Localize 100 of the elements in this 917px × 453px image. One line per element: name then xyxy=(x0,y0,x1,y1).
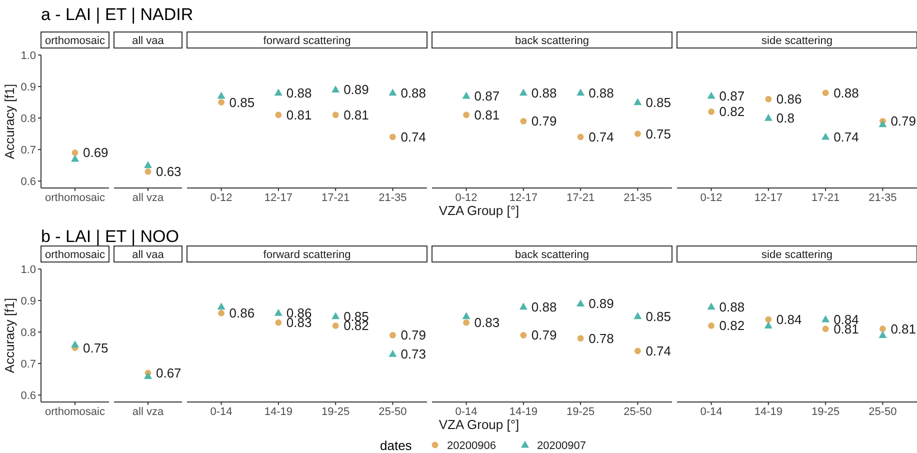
x-tick-label: 19-25 xyxy=(812,406,840,418)
point xyxy=(707,302,716,310)
x-tick-label: 12-17 xyxy=(509,192,538,204)
chart-subtitle: orthomosaic xyxy=(45,35,106,47)
data-label: 0.84 xyxy=(776,312,802,327)
chart-subtitle: back scattering xyxy=(515,249,589,261)
y-tick-label: 0.7 xyxy=(20,358,36,371)
x-tick-label: 19-25 xyxy=(566,406,595,418)
data-label: 0.88 xyxy=(834,85,859,100)
x-tick-label: all vza xyxy=(132,406,164,418)
x-tick-label: 0-12 xyxy=(700,192,722,204)
point xyxy=(462,312,470,320)
data-label: 0.81 xyxy=(890,321,916,336)
point xyxy=(765,316,772,323)
x-tick-label: all vza xyxy=(132,192,164,204)
data-label: 0.88 xyxy=(531,85,557,100)
x-tick-label: 0-14 xyxy=(210,406,232,418)
point xyxy=(577,134,584,140)
point xyxy=(822,315,830,322)
data-label: 0.75 xyxy=(83,340,108,356)
chart-title: b - LAI | ET | NOO xyxy=(41,227,179,246)
point xyxy=(878,330,887,338)
y-tick-label: 0.7 xyxy=(20,144,36,157)
x-tick-label: orthomosaic xyxy=(45,406,106,418)
data-label: 0.86 xyxy=(776,92,802,107)
x-tick-label: orthomosaic xyxy=(45,192,106,204)
x-tick-label: 17-21 xyxy=(812,192,840,204)
point xyxy=(332,322,339,329)
x-tick-label: 25-50 xyxy=(868,406,897,418)
x-tick-label: 0-12 xyxy=(455,192,478,204)
data-label: 0.82 xyxy=(719,104,745,120)
point xyxy=(764,322,772,329)
y-axis-title: Accuracy [f1] xyxy=(2,298,17,374)
x-tick-label: 25-50 xyxy=(624,406,652,418)
x-tick-label: 21-35 xyxy=(624,192,652,204)
x-tick-label: 12-17 xyxy=(264,192,292,204)
point xyxy=(576,88,585,96)
y-tick-label: 1.0 xyxy=(20,50,36,62)
point xyxy=(218,310,224,316)
data-label: 0.85 xyxy=(646,94,672,110)
y-tick-label: 0.6 xyxy=(20,390,36,402)
point xyxy=(707,92,716,99)
data-label: 0.67 xyxy=(156,366,182,381)
chart-subtitle: side scattering xyxy=(762,249,832,261)
x-tick-label: 14-19 xyxy=(264,406,292,418)
point xyxy=(218,99,224,106)
point xyxy=(634,348,641,354)
data-label: 0.88 xyxy=(286,85,312,100)
point xyxy=(520,118,527,124)
point xyxy=(463,112,470,118)
point xyxy=(764,114,772,121)
data-label: 0.74 xyxy=(400,129,426,144)
point xyxy=(822,132,830,140)
data-label: 0.78 xyxy=(588,330,614,346)
data-label: 0.74 xyxy=(588,129,614,144)
point xyxy=(217,92,226,99)
chart-subtitle: side scattering xyxy=(762,35,832,47)
point xyxy=(332,85,340,92)
data-label: 0.87 xyxy=(719,88,745,104)
x-tick-label: 14-19 xyxy=(509,406,538,418)
point xyxy=(576,299,585,306)
x-tick-label: 17-21 xyxy=(322,192,350,204)
data-label: 0.79 xyxy=(890,114,916,129)
data-label: 0.74 xyxy=(834,129,859,144)
x-axis-title: VZA Group [°] xyxy=(438,203,520,218)
chart-title: a - LAI | ET | NADIR xyxy=(41,5,194,24)
data-label: 0.88 xyxy=(719,299,745,314)
x-tick-label: 14-19 xyxy=(754,406,782,418)
x-axis-title: VZA Group [°] xyxy=(438,417,520,432)
data-label: 0.79 xyxy=(531,114,557,129)
data-label: 0.88 xyxy=(400,85,426,100)
y-tick-label: 1.0 xyxy=(20,264,36,276)
chart-subtitle: back scattering xyxy=(515,35,589,47)
point xyxy=(463,319,470,326)
x-tick-label: 12-17 xyxy=(754,192,782,204)
chart-subtitle: all vaa xyxy=(132,35,165,47)
point xyxy=(708,108,714,115)
point xyxy=(274,88,282,96)
point xyxy=(388,350,397,357)
x-tick-label: 0-14 xyxy=(455,406,478,418)
point xyxy=(462,92,470,99)
point xyxy=(634,98,642,106)
chart-subtitle: forward scattering xyxy=(263,249,351,261)
legend-label: 20200906 xyxy=(447,440,496,452)
data-label: 0.63 xyxy=(156,164,182,180)
data-label: 0.82 xyxy=(719,318,745,334)
point xyxy=(822,90,829,96)
point xyxy=(634,130,641,137)
point xyxy=(765,96,772,102)
y-tick-label: 0.8 xyxy=(20,113,36,126)
x-tick-label: 25-50 xyxy=(378,406,407,418)
point xyxy=(390,332,396,338)
point xyxy=(708,322,714,329)
point xyxy=(520,332,527,338)
data-label: 0.8 xyxy=(776,110,795,126)
data-label: 0.87 xyxy=(474,88,500,104)
chart-subtitle: orthomosaic xyxy=(45,249,106,261)
x-tick-label: 17-21 xyxy=(566,192,595,204)
data-label: 0.73 xyxy=(400,346,426,362)
data-label: 0.74 xyxy=(646,343,672,358)
